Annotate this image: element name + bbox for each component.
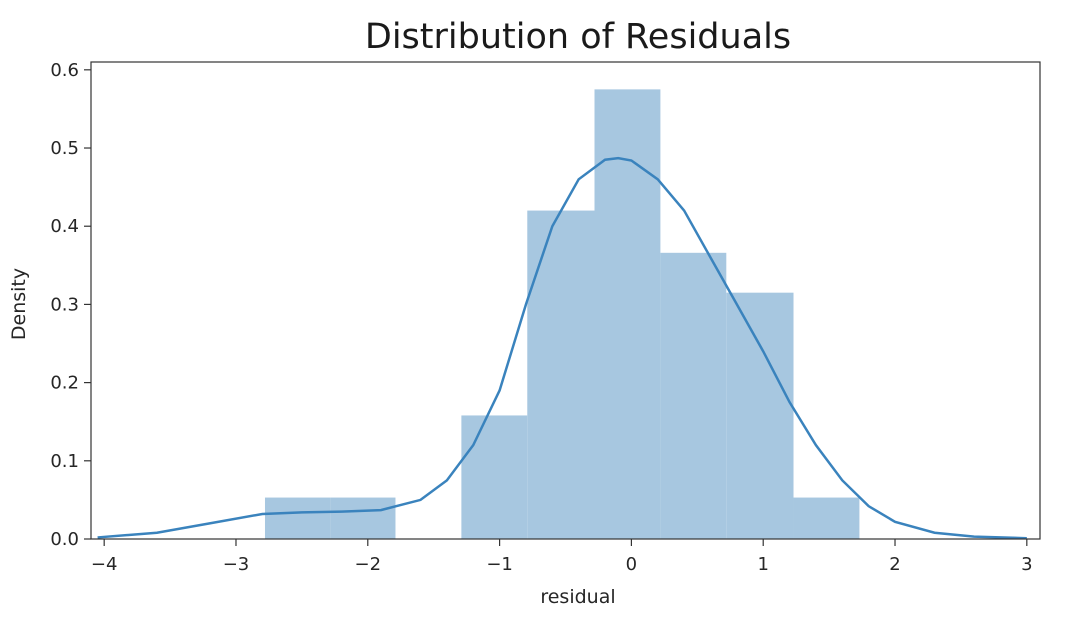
- histogram-bar-6: [726, 292, 794, 539]
- x-tick-label: −3: [223, 554, 250, 575]
- y-axis-label: Density: [8, 268, 30, 340]
- kde-curve: [97, 156, 1027, 540]
- histogram-bar-3: [527, 210, 595, 539]
- histogram-bar-7: [793, 497, 860, 539]
- x-tick-label: 1: [757, 554, 768, 575]
- y-tick-label: 0.0: [50, 529, 79, 550]
- y-axis: 0.0 0.1 0.2 0.3 0.4 0.5 0.6: [50, 60, 91, 550]
- x-axis-label: residual: [540, 586, 615, 608]
- y-tick-label: 0.4: [50, 216, 79, 237]
- x-tick-label: −1: [486, 554, 513, 575]
- histogram-bar-0: [264, 497, 331, 539]
- x-tick-label: 2: [889, 554, 900, 575]
- histogram-bar-5: [660, 252, 727, 540]
- histogram-bar-1: [330, 497, 396, 539]
- y-tick-label: 0.6: [50, 60, 79, 81]
- histogram-bar-4: [594, 89, 661, 540]
- y-tick-label: 0.3: [50, 294, 79, 315]
- y-tick-label: 0.5: [50, 138, 79, 159]
- histogram-bars: [264, 89, 860, 540]
- x-tick-label: 3: [1021, 554, 1032, 575]
- x-axis: −4 −3 −2 −1 0 1 2 3: [91, 539, 1033, 575]
- chart-title: Distribution of Residuals: [365, 17, 791, 57]
- y-tick-label: 0.2: [50, 373, 79, 394]
- x-tick-label: 0: [626, 554, 637, 575]
- x-tick-label: −4: [91, 554, 118, 575]
- y-tick-label: 0.1: [50, 451, 79, 472]
- plot-frame: [90, 61, 1041, 540]
- histogram-bar-2: [461, 415, 528, 539]
- x-tick-label: −2: [355, 554, 382, 575]
